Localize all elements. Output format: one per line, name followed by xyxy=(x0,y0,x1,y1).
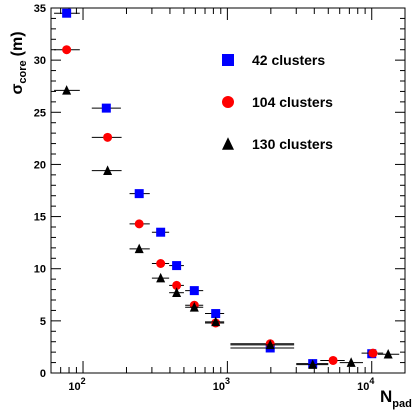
y-tick-label: 10 xyxy=(34,264,46,276)
series-square xyxy=(54,8,377,369)
data-point xyxy=(134,189,144,199)
data-point xyxy=(265,339,275,350)
legend-label: 130 clusters xyxy=(252,136,333,152)
legend-item: 104 clusters xyxy=(222,94,333,110)
data-point xyxy=(62,45,72,55)
data-point xyxy=(156,272,166,283)
data-point xyxy=(172,261,182,271)
data-point xyxy=(368,348,378,358)
data-point xyxy=(134,219,144,229)
x-tick-label: 104 xyxy=(357,376,374,393)
data-point xyxy=(211,309,221,319)
data-point xyxy=(156,227,166,237)
legend-label: 104 clusters xyxy=(252,94,333,110)
data-point xyxy=(346,357,356,367)
data-point xyxy=(211,316,221,327)
data-point xyxy=(103,132,113,142)
x-axis-title: Npad xyxy=(380,387,412,410)
y-tick-label: 15 xyxy=(34,212,46,224)
x-tick-label-base: 10 xyxy=(357,381,369,393)
legend-marker xyxy=(222,54,234,66)
data-point xyxy=(62,8,72,18)
x-tick-label: 102 xyxy=(68,376,85,393)
y-tick-label: 35 xyxy=(34,3,46,15)
y-tick-label: 25 xyxy=(34,107,46,119)
y-axis-title: σcore (m) xyxy=(9,31,29,94)
series-triangle xyxy=(54,85,400,369)
legend-label: 42 clusters xyxy=(252,52,325,68)
y-axis-title-base: σ xyxy=(9,84,26,95)
x-axis-title-sub: pad xyxy=(392,398,412,410)
data-point xyxy=(62,85,72,95)
data-point xyxy=(172,280,182,290)
y-axis-title-unit: (m) xyxy=(9,31,26,56)
data-point xyxy=(189,286,199,296)
data-point xyxy=(172,287,182,297)
y-tick-label: 5 xyxy=(40,316,46,328)
legend-marker xyxy=(222,96,234,108)
x-tick-label-base: 10 xyxy=(68,381,80,393)
data-point xyxy=(328,355,338,365)
x-axis-title-base: N xyxy=(380,387,392,406)
x-tick-label-exp: 4 xyxy=(369,376,374,386)
data-point xyxy=(103,165,113,175)
plot-frame xyxy=(50,7,406,374)
y-tick-label: 0 xyxy=(40,368,46,380)
legend-item: 130 clusters xyxy=(222,136,333,152)
data-point xyxy=(383,348,393,359)
legend-marker xyxy=(222,137,234,150)
data-point xyxy=(189,302,199,312)
x-tick-label-exp: 3 xyxy=(225,376,230,386)
data-point xyxy=(308,359,318,369)
legend: 42 clusters 104 clusters 130 clusters xyxy=(222,52,333,152)
data-point xyxy=(134,243,144,254)
y-tick-label: 20 xyxy=(34,159,46,171)
x-tick-label-base: 10 xyxy=(213,381,225,393)
y-tick-label: 30 xyxy=(34,55,46,67)
data-point xyxy=(101,103,111,113)
y-axis-title-sub: core xyxy=(17,60,29,83)
x-tick-label-exp: 2 xyxy=(81,376,86,386)
series-layer xyxy=(54,8,400,369)
x-tick-label: 103 xyxy=(213,376,230,393)
data-point xyxy=(156,259,166,268)
legend-item: 42 clusters xyxy=(222,52,325,68)
